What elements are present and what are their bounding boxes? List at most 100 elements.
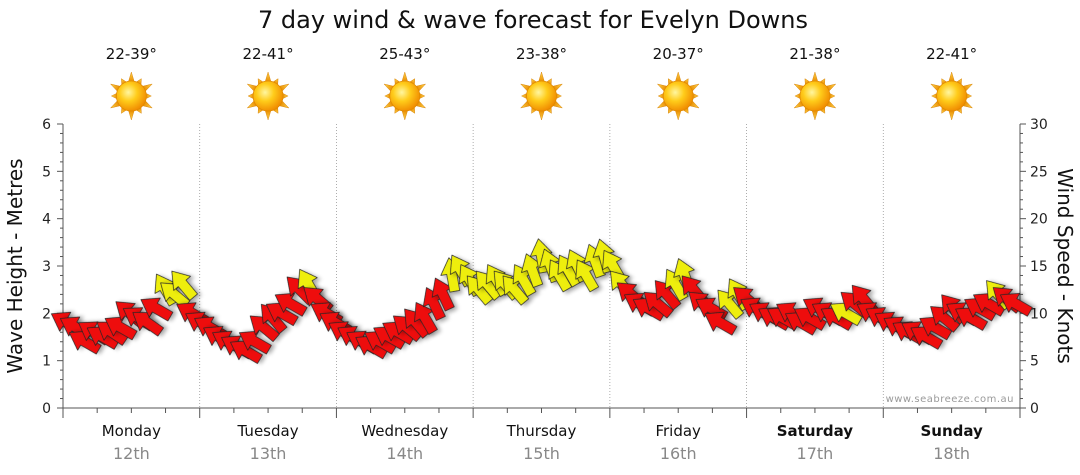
left-tick-label: 4 xyxy=(42,212,51,228)
sun-ray xyxy=(948,109,955,121)
temperature-saturday: 21-38° xyxy=(789,45,840,63)
wind-arrow xyxy=(704,311,738,336)
day-label-sunday: Sunday xyxy=(920,422,983,440)
right-axis-ticks: 0 5 10 15 20 25 30 xyxy=(1020,117,1048,417)
wind-arrow-shape xyxy=(171,270,198,301)
right-tick-label: 0 xyxy=(1030,401,1039,417)
sun-disc xyxy=(252,80,284,112)
wind-arrow xyxy=(239,330,272,355)
temperature-wednesday: 25-43° xyxy=(379,45,430,63)
sun-disc xyxy=(662,80,694,112)
left-tick-label: 0 xyxy=(42,401,51,417)
wind-arrow-shape xyxy=(104,316,138,341)
sun-ray xyxy=(811,71,819,83)
day-date-wednesday: 14th xyxy=(386,444,423,463)
wind-arrow-shape xyxy=(955,307,988,331)
left-tick-label: 3 xyxy=(42,259,51,275)
wind-arrow-shape xyxy=(160,282,191,309)
wind-arrow xyxy=(930,306,961,333)
wind-arrow-shape xyxy=(132,312,164,337)
wind-arrow xyxy=(654,280,682,311)
wind-arrow xyxy=(794,307,827,331)
wind-arrow-shape xyxy=(1000,293,1033,317)
wind-arrow-shape xyxy=(265,302,299,326)
temperature-row: 22-39° 22-41° 25-43° 23-38° 20-37° 21-38° 22-4… xyxy=(106,45,977,63)
wind-arrow xyxy=(104,316,138,341)
right-tick-label: 15 xyxy=(1030,259,1048,275)
sun-ray xyxy=(538,71,545,83)
left-axis-ticks: 0 1 2 3 4 5 6 xyxy=(42,117,63,417)
sun-ray xyxy=(538,109,545,121)
wind-arrow xyxy=(230,340,263,364)
wind-arrow xyxy=(171,270,198,301)
wind-arrow xyxy=(919,316,953,341)
sun-disc xyxy=(799,80,831,112)
sun-ray xyxy=(264,71,272,83)
sun-ray xyxy=(674,109,682,121)
day-label-wednesday: Wednesday xyxy=(361,422,448,440)
wind-arrow-shape xyxy=(249,315,280,342)
right-tick-label: 5 xyxy=(1030,354,1039,370)
wind-arrow-shape xyxy=(643,291,674,319)
sun-icon xyxy=(930,71,974,121)
wind-arrow-shape xyxy=(910,326,944,350)
day-date-friday: 16th xyxy=(660,444,697,463)
wind-arrow xyxy=(910,326,944,350)
sun-icon xyxy=(109,71,153,121)
right-tick-label: 25 xyxy=(1030,164,1048,180)
sun-disc xyxy=(936,80,968,112)
left-tick-label: 6 xyxy=(42,117,51,133)
wind-arrow xyxy=(265,302,299,326)
sun-disc xyxy=(526,80,557,112)
watermark: www.seabreeze.com.au xyxy=(886,394,1014,405)
left-tick-label: 1 xyxy=(42,354,51,370)
wind-arrow-shape xyxy=(230,340,263,364)
day-labels: Monday 12th Tuesday 13th Wednesday 14th Thursd… xyxy=(102,422,983,463)
wind-arrow xyxy=(955,307,988,331)
sun-icon xyxy=(246,71,290,121)
sun-icons xyxy=(109,71,974,121)
sun-icon xyxy=(383,71,427,121)
wind-arrows xyxy=(51,238,1033,364)
right-tick-label: 30 xyxy=(1030,117,1048,133)
day-date-saturday: 17th xyxy=(797,444,834,463)
sun-ray xyxy=(811,109,819,121)
temperature-monday: 22-39° xyxy=(106,45,157,63)
wind-arrow-shape xyxy=(140,297,174,322)
temperature-thursday: 23-38° xyxy=(516,45,567,63)
sun-icon xyxy=(520,71,563,121)
sun-ray xyxy=(401,71,409,83)
wind-arrow-shape xyxy=(239,330,272,355)
temperature-tuesday: 22-41° xyxy=(243,45,294,63)
day-date-thursday: 15th xyxy=(523,444,560,463)
y-axis-label-left: Wave Height - Metres xyxy=(3,158,27,373)
sun-icon xyxy=(656,71,700,121)
left-tick-label: 2 xyxy=(42,306,51,322)
wind-arrow xyxy=(132,312,164,337)
wind-arrow xyxy=(717,289,744,320)
day-date-sunday: 18th xyxy=(933,444,970,463)
day-date-monday: 12th xyxy=(113,444,150,463)
chart-title: 7 day wind & wave forecast for Evelyn Do… xyxy=(258,6,808,34)
wind-arrow xyxy=(160,282,191,309)
sun-ray xyxy=(264,109,272,121)
wind-arrow xyxy=(68,330,102,355)
sun-disc xyxy=(115,80,147,112)
wind-arrow-shape xyxy=(919,316,953,341)
wind-arrow xyxy=(1000,293,1033,317)
wind-arrow xyxy=(502,275,530,306)
wind-arrow xyxy=(249,315,280,342)
wind-arrow-shape xyxy=(829,302,863,326)
sun-ray xyxy=(128,71,135,83)
wind-arrow-shape xyxy=(704,311,738,336)
wind-arrow-shape xyxy=(717,289,744,320)
wind-arrow-shape xyxy=(274,293,308,317)
day-label-friday: Friday xyxy=(655,422,701,440)
wind-arrow-shape xyxy=(654,280,682,311)
wind-arrow xyxy=(643,291,674,319)
day-label-monday: Monday xyxy=(102,422,161,440)
temperature-sunday: 22-41° xyxy=(926,45,977,63)
wind-arrow-shape xyxy=(68,330,102,355)
day-label-tuesday: Tuesday xyxy=(237,422,299,440)
